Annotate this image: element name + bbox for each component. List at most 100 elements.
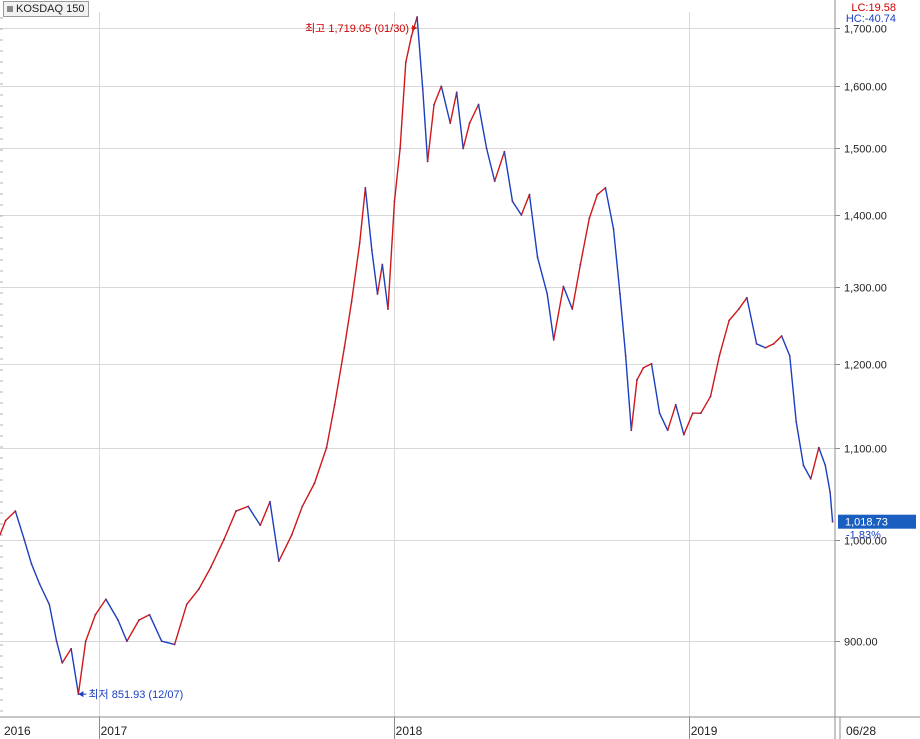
price-segment xyxy=(70,648,80,695)
x-tick-label: 2017 xyxy=(101,724,128,738)
price-point xyxy=(709,395,712,398)
price-segment xyxy=(371,249,379,295)
price-segment xyxy=(553,285,565,341)
price-segment xyxy=(333,347,346,406)
price-point xyxy=(802,464,805,467)
grid xyxy=(0,12,835,717)
price-point xyxy=(393,200,396,203)
price-segment xyxy=(422,88,429,163)
price-point xyxy=(290,533,293,536)
price-point xyxy=(173,643,176,646)
price-point xyxy=(426,160,429,163)
price-point xyxy=(455,91,458,94)
price-segment xyxy=(528,193,539,258)
price-segment xyxy=(624,355,633,431)
price-segment xyxy=(636,367,645,381)
price-segment xyxy=(780,335,791,357)
price-segment xyxy=(571,263,582,310)
price-point xyxy=(138,619,140,621)
price-segment xyxy=(764,343,775,349)
price-segment xyxy=(343,300,353,349)
price-segment xyxy=(14,510,25,541)
price-point xyxy=(223,538,225,541)
price-point xyxy=(674,403,677,406)
price-segment xyxy=(604,187,615,230)
price-segment xyxy=(30,563,41,585)
price-point xyxy=(552,339,555,341)
price-segment xyxy=(148,614,163,642)
price-point xyxy=(650,362,653,365)
x-tick-label: 2019 xyxy=(691,724,718,738)
price-point xyxy=(38,583,41,585)
price-segment xyxy=(117,619,128,642)
price-point xyxy=(737,308,740,310)
price-segment xyxy=(313,446,328,485)
price-point xyxy=(546,293,549,295)
price-point xyxy=(477,103,480,106)
last-price-label: 1,018.73 xyxy=(845,517,888,529)
price-segment xyxy=(579,217,590,266)
price-point xyxy=(536,256,539,259)
price-segment xyxy=(772,335,783,345)
price-segment xyxy=(126,619,140,642)
price-point xyxy=(824,464,827,467)
price-segment xyxy=(376,263,384,295)
price-point xyxy=(809,477,812,480)
price-segment xyxy=(596,187,607,196)
price-point xyxy=(462,147,465,150)
price-segment xyxy=(683,412,694,436)
price-point xyxy=(588,217,591,220)
price-point xyxy=(718,354,721,357)
price-segment xyxy=(4,510,17,522)
price-point xyxy=(440,85,443,88)
price-point xyxy=(755,342,758,345)
price-point xyxy=(247,505,250,508)
price-point xyxy=(23,538,26,541)
price-segment xyxy=(186,588,200,606)
price-segment xyxy=(48,603,58,642)
price-point xyxy=(301,505,304,508)
price-point xyxy=(728,319,731,322)
price-segment xyxy=(619,293,627,357)
price-segment xyxy=(235,505,249,512)
price-segment xyxy=(259,501,271,526)
price-point xyxy=(666,429,669,432)
price-segment xyxy=(38,583,51,606)
price-segment xyxy=(738,297,748,310)
price-segment xyxy=(210,538,225,568)
price-segment xyxy=(588,193,599,220)
price-point xyxy=(160,640,163,643)
price-point xyxy=(528,193,531,196)
price-point xyxy=(421,88,424,91)
price-segment xyxy=(718,319,730,357)
price-segment xyxy=(94,598,107,616)
price-series xyxy=(0,16,834,695)
price-point xyxy=(399,147,402,150)
legend[interactable]: KOSDAQ 150 xyxy=(3,1,90,17)
price-segment xyxy=(666,404,677,431)
y-tick-label: 1,500.00 xyxy=(844,144,887,156)
price-point xyxy=(449,122,452,125)
price-segment xyxy=(291,505,304,536)
price-segment xyxy=(642,363,653,369)
price-point xyxy=(259,524,262,527)
price-point xyxy=(104,598,107,601)
price-point xyxy=(658,412,661,415)
price-segment xyxy=(449,91,458,124)
price-segment xyxy=(301,482,316,508)
price-segment xyxy=(658,412,669,431)
price-segment xyxy=(746,297,758,345)
price-point xyxy=(596,193,599,196)
price-segment xyxy=(387,200,396,310)
price-point xyxy=(619,293,621,295)
price-point xyxy=(325,446,328,449)
annotations: 최고 1,719.05 (01/30) 최저 851.93 (12/07) 1,01… xyxy=(78,22,916,701)
price-segment xyxy=(381,263,389,310)
y-tick-label: 900.00 xyxy=(844,637,878,649)
price-segment xyxy=(55,640,63,664)
price-point xyxy=(410,35,413,38)
price-segment xyxy=(802,464,812,480)
price-segment xyxy=(675,404,685,436)
price-segment xyxy=(269,501,280,562)
price-point xyxy=(764,346,767,349)
